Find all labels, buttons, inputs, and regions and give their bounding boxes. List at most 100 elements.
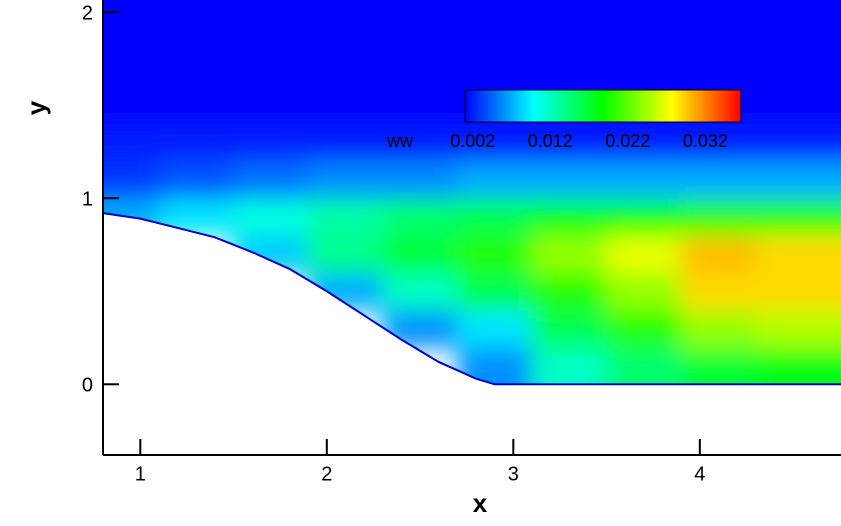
cell	[457, 235, 533, 274]
cell	[103, 123, 160, 162]
cell	[158, 0, 235, 13]
cell	[382, 272, 458, 311]
cell	[681, 309, 757, 348]
cell	[382, 0, 458, 13]
cell	[103, 12, 160, 50]
x-tick-label: 4	[694, 463, 705, 485]
cell	[755, 160, 841, 199]
cell	[382, 12, 458, 50]
colorbar-title: ww	[386, 131, 414, 151]
cell	[681, 0, 757, 13]
cell	[103, 160, 160, 199]
cell	[606, 272, 682, 311]
cell	[606, 309, 682, 348]
cell	[681, 123, 757, 162]
wall	[103, 212, 841, 386]
cell	[531, 198, 608, 236]
cell	[606, 49, 682, 88]
cell	[382, 160, 458, 199]
cell	[233, 160, 309, 199]
cell	[457, 309, 533, 348]
cell	[308, 86, 384, 125]
cell	[382, 49, 458, 88]
cell	[681, 272, 757, 311]
cell	[755, 272, 841, 311]
cell	[531, 160, 608, 199]
colorbar	[464, 89, 742, 123]
cell	[681, 198, 757, 236]
cell	[457, 272, 533, 311]
cell	[755, 123, 841, 162]
cell	[382, 123, 458, 162]
cell	[382, 86, 458, 125]
y-tick-label: 2	[82, 2, 93, 24]
cell	[457, 123, 533, 162]
cell	[158, 86, 235, 125]
cell	[233, 49, 309, 88]
cell	[531, 123, 608, 162]
cell	[308, 235, 384, 274]
cell	[606, 12, 682, 50]
cell	[681, 235, 757, 274]
field	[103, 0, 841, 455]
x-tick-label: 3	[508, 463, 519, 485]
cell	[755, 309, 841, 348]
y-axis-label: y	[21, 100, 51, 115]
cell	[158, 49, 235, 88]
cell	[531, 272, 608, 311]
cell	[457, 160, 533, 199]
cell	[681, 12, 757, 50]
solid-region	[103, 213, 841, 455]
cell	[382, 235, 458, 274]
y-tick-label: 0	[82, 375, 93, 397]
cell	[606, 235, 682, 274]
cell	[233, 12, 309, 50]
cell	[606, 123, 682, 162]
cell	[308, 123, 384, 162]
y-tick-label: 1	[82, 188, 93, 210]
cell	[308, 198, 384, 236]
cell	[382, 198, 458, 236]
x-tick-label: 2	[321, 463, 332, 485]
cell	[681, 160, 757, 199]
cell	[308, 160, 384, 199]
cell	[755, 198, 841, 236]
cell	[531, 49, 608, 88]
cell	[233, 198, 309, 236]
cell	[606, 198, 682, 236]
cell	[158, 12, 235, 50]
cell	[755, 12, 841, 50]
cell	[606, 160, 682, 199]
cell	[103, 49, 160, 88]
cell	[755, 49, 841, 88]
cell	[233, 0, 309, 13]
cell	[755, 0, 841, 13]
cell	[755, 235, 841, 274]
cell	[103, 86, 160, 125]
cell	[606, 0, 682, 13]
cell	[233, 86, 309, 125]
x-tick-label: 1	[135, 463, 146, 485]
cell	[457, 198, 533, 236]
colorbar-tick-label: 0.022	[605, 131, 650, 151]
cell	[531, 309, 608, 348]
cell	[308, 12, 384, 50]
cell	[531, 12, 608, 50]
cell	[308, 0, 384, 13]
cell	[103, 0, 160, 13]
cell	[158, 123, 235, 162]
cell	[531, 235, 608, 274]
colorbar-tick-label: 0.012	[528, 131, 573, 151]
cell	[531, 0, 608, 13]
cell	[457, 0, 533, 13]
colorbar-tick-label: 0.002	[450, 131, 495, 151]
cell	[755, 86, 841, 125]
cell	[457, 49, 533, 88]
cell	[308, 49, 384, 88]
cell	[158, 160, 235, 199]
cell	[233, 123, 309, 162]
x-axis-label: x	[473, 488, 488, 518]
cell	[681, 49, 757, 88]
colorbar-tick-label: 0.032	[683, 131, 728, 151]
